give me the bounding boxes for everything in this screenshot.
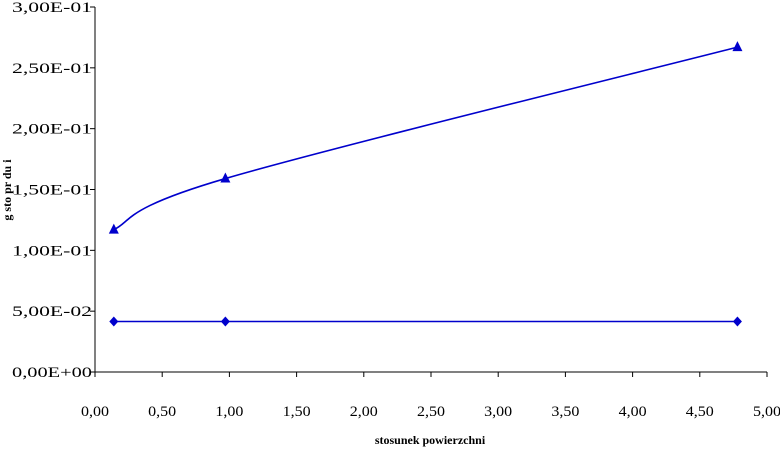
x-tick-label: 4,00 [619, 404, 647, 420]
x-tick-label: 1,50 [283, 404, 311, 420]
y-tick-label: 1,00E-01 [12, 243, 92, 259]
y-axis: 0,00E+00 5,00E-02 1,00E-01 1,50E-01 2,00E-01… [12, 0, 96, 381]
y-tick-label: 5,00E-02 [12, 304, 92, 320]
x-tick-label: 2,50 [417, 404, 445, 420]
x-tick-label: 3,50 [551, 404, 579, 420]
series-2-point [220, 316, 230, 327]
x-tick-label: 0,50 [148, 404, 176, 420]
y-tick-label: 0,00E+00 [12, 365, 92, 381]
series-1-point [220, 172, 231, 183]
y-axis-title: g sto pr du i [0, 159, 14, 221]
series-group [108, 41, 743, 327]
series-2-point [109, 316, 119, 327]
x-tick-label: 3,00 [484, 404, 512, 420]
y-tick-label: 2,50E-01 [12, 61, 92, 77]
series-1-point [108, 223, 119, 234]
x-tick-label: 4,50 [686, 404, 714, 420]
x-tick-label: 5,00 [753, 404, 780, 420]
y-tick-label: 2,00E-01 [12, 122, 92, 138]
y-tick-label: 1,50E-01 [12, 183, 92, 199]
series-1-point [732, 41, 743, 52]
x-axis-title: stosunek powierzchni [375, 433, 486, 447]
series-2-point [732, 316, 742, 327]
x-tick-label: 0,00 [81, 404, 109, 420]
series-1-line [113, 46, 738, 231]
x-tick-label: 2,00 [350, 404, 378, 420]
y-tick-label: 3,00E-01 [12, 0, 92, 16]
x-tick-label: 1,00 [215, 404, 243, 420]
x-axis: 0,00 0,50 1,00 1,50 2,00 2,50 3,00 3,50 4,00 4,50… [81, 371, 780, 420]
